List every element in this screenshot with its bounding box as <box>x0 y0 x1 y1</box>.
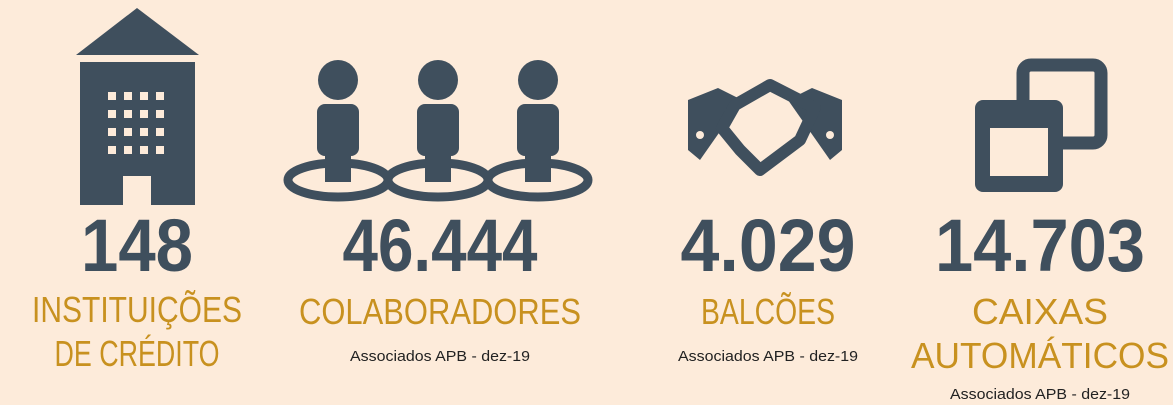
stat-label: COLABORADORES <box>299 291 581 332</box>
stat-number: 148 <box>81 204 193 287</box>
stat-label: CAIXAS <box>972 291 1108 332</box>
stat-number: 4.029 <box>681 204 856 287</box>
stat-label: BALCÕES <box>701 291 835 332</box>
stat-note: Associados APB - dez-19 <box>678 348 858 365</box>
stat-label: DE CRÉDITO <box>55 333 220 374</box>
stat-number: 14.703 <box>935 204 1145 287</box>
handshake-icon <box>688 79 842 176</box>
stat-number: 46.444 <box>343 204 538 287</box>
windows-icon <box>975 58 1108 192</box>
stat-note: Associados APB - dez-19 <box>350 348 530 365</box>
stat-note: Associados APB - dez-19 <box>950 386 1130 403</box>
stat-label: AUTOMÁTICOS <box>911 335 1169 376</box>
people-icon <box>283 60 593 202</box>
building-icon <box>76 8 199 205</box>
stat-label: INSTITUIÇÕES <box>32 289 242 330</box>
